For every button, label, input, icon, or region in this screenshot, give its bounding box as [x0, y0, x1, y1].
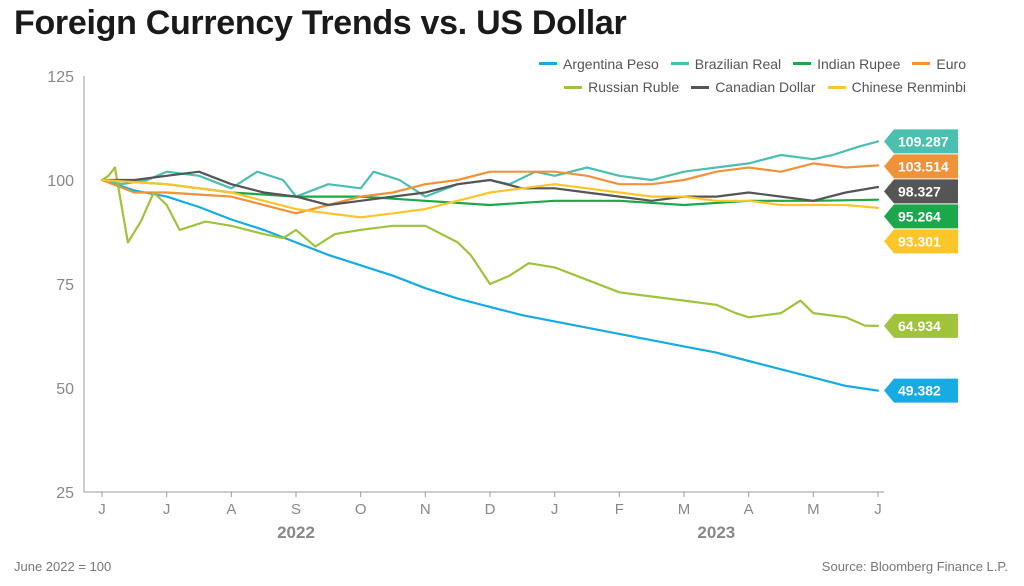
x-tick-label: J [163, 501, 171, 518]
legend-label: Indian Rupee [817, 55, 901, 72]
end-label-tag [884, 204, 958, 229]
legend-swatch [670, 62, 689, 65]
legend-label: Canadian Dollar [715, 79, 816, 95]
series-russian-ruble [100, 166, 880, 327]
series-argentina-peso [100, 178, 880, 392]
y-tick-label: 125 [47, 69, 74, 86]
footnote: June 2022 = 100 [14, 559, 112, 574]
legend-item: Euro [912, 56, 966, 72]
y-tick-label: 50 [56, 381, 74, 398]
legend-row: Argentina Peso Brazilian Real Indian Rupee… [527, 52, 966, 72]
end-label-argentina-peso: 49.382 [884, 378, 958, 403]
end-label-tag [884, 154, 958, 179]
legend-item: Chinese Renminbi [827, 79, 966, 95]
chart-title: Foreign Currency Trends vs. US Dollar [14, 4, 627, 42]
end-label-value: 64.934 [898, 318, 941, 334]
end-label-russian-ruble: 64.934 [884, 313, 958, 338]
legend-item: Russian Ruble [564, 79, 679, 95]
x-tick-label: F [615, 501, 624, 518]
legend-item: Brazilian Real [670, 55, 782, 72]
source-note: Source: Bloomberg Finance L.P. [821, 559, 1008, 574]
end-label-euro: 103.514 [884, 154, 958, 179]
end-label-tag [884, 313, 958, 338]
end-label-tag [884, 229, 958, 254]
legend-item: Argentina Peso [539, 56, 659, 72]
series-line [100, 178, 880, 392]
series-line [100, 178, 880, 219]
x-tick-label: N [420, 501, 431, 518]
legend-label: Chinese Renminbi [851, 79, 966, 95]
legend-swatch [564, 85, 583, 89]
x-tick-label: S [291, 501, 301, 518]
end-label-canadian-dollar: 98.327 [884, 179, 958, 204]
end-label-value: 49.382 [898, 383, 941, 399]
end-label-chinese-renminbi: 93.301 [884, 229, 958, 254]
end-label-value: 98.327 [898, 183, 941, 199]
x-tick-label: A [226, 501, 236, 518]
end-label-tag [884, 179, 958, 204]
series-euro [100, 162, 880, 215]
legend-swatch [793, 62, 812, 65]
legend-label: Argentina Peso [563, 55, 659, 72]
x-tick-label: M [807, 501, 820, 518]
end-label-brazilian-real: 109.287 [884, 129, 958, 154]
series-line [100, 170, 880, 207]
end-label-value: 109.287 [898, 133, 949, 149]
legend-swatch [827, 85, 846, 89]
year-label: 2023 [697, 523, 735, 542]
x-tick-label: O [355, 501, 367, 518]
end-label-value: 93.301 [898, 233, 941, 249]
x-tick-label: J [874, 501, 882, 518]
legend-label: Brazilian Real [694, 55, 782, 72]
end-label-tag [884, 378, 958, 403]
y-tick-label: 75 [56, 277, 74, 294]
year-label: 2022 [277, 523, 315, 542]
y-tick-label: 100 [47, 173, 74, 190]
series-line [100, 166, 880, 327]
series-canadian-dollar [100, 170, 880, 207]
end-label-value: 103.514 [898, 158, 949, 174]
end-label-tag [884, 129, 958, 154]
legend-swatch [539, 62, 558, 65]
x-tick-label: J [551, 501, 559, 518]
legend: Argentina Peso Brazilian Real Indian Rupee… [527, 52, 966, 99]
series-line [100, 162, 880, 215]
legend-row: Russian Ruble Canadian Dollar Chinese Renm… [527, 76, 966, 95]
legend-label: Euro [936, 55, 966, 72]
legend-swatch [912, 62, 931, 65]
legend-item: Indian Rupee [793, 56, 900, 72]
legend-item: Canadian Dollar [691, 79, 816, 95]
legend-swatch [691, 85, 710, 89]
x-tick-label: M [678, 501, 691, 518]
end-label-indian-rupee: 95.264 [884, 204, 958, 229]
series-chinese-renminbi [100, 178, 880, 219]
x-tick-label: A [744, 501, 754, 518]
end-label-value: 95.264 [898, 208, 941, 224]
legend-label: Russian Ruble [588, 79, 680, 95]
y-tick-label: 25 [56, 485, 74, 502]
x-tick-label: J [98, 501, 106, 518]
x-tick-label: D [485, 501, 496, 518]
